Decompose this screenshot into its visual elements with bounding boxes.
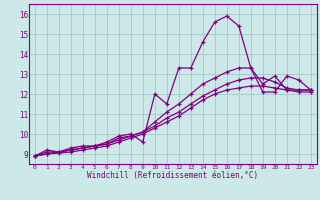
X-axis label: Windchill (Refroidissement éolien,°C): Windchill (Refroidissement éolien,°C) bbox=[87, 171, 258, 180]
